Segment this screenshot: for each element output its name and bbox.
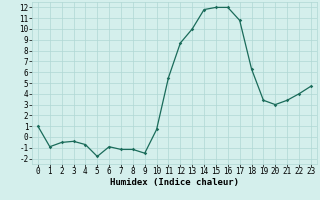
X-axis label: Humidex (Indice chaleur): Humidex (Indice chaleur) xyxy=(110,178,239,187)
